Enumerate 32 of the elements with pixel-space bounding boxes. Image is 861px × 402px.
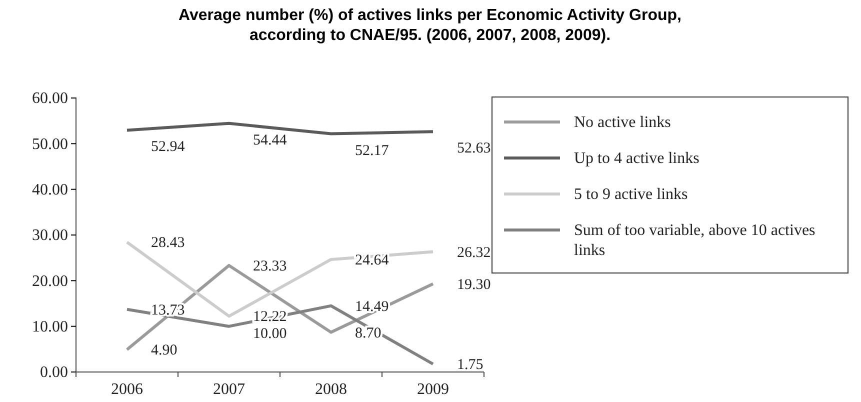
text: 52.94	[151, 139, 185, 156]
text: 26.32	[457, 244, 491, 261]
text: 4.90	[151, 342, 178, 359]
line-series	[126, 122, 434, 136]
text: 19.30	[457, 276, 491, 293]
text: 54.44	[253, 132, 287, 148]
y-tick-label: 50.00	[32, 136, 68, 153]
x-tick-label: 2008	[315, 381, 347, 398]
text: 24.64	[355, 252, 389, 268]
y-tick-label: 10.00	[32, 318, 68, 336]
text: 8.70	[355, 325, 382, 342]
chart-title: Average number (%) of actives links per Economic Activity Group, according to CNAE/95. (2006, 2007, 2008, 2009).	[178, 7, 682, 44]
text: 52.63	[457, 140, 491, 157]
text: 52.17	[355, 142, 389, 159]
y-tick-label: 30.00	[32, 227, 68, 244]
y-tick-label: 20.00	[32, 272, 68, 290]
y-tick-label: 60.00	[32, 90, 68, 108]
text: 13.73	[151, 302, 185, 318]
legend-label: 5 to 9 active links	[574, 186, 688, 203]
y-tick-label: 0.00	[40, 364, 68, 382]
legend-label: Sum of too variable, above 10 actives links	[574, 222, 816, 259]
text: 1.75	[457, 357, 484, 374]
text: 14.49	[355, 298, 389, 315]
legend-label: Up to 4 active links	[574, 150, 700, 167]
x-tick-label: 2006	[111, 381, 143, 398]
x-tick-label: 2007	[213, 381, 245, 398]
x-tick-label: 2009	[417, 381, 449, 398]
text: 10.00	[253, 326, 287, 342]
text: 23.33	[253, 258, 287, 274]
legend-label: No active links	[574, 114, 671, 131]
y-tick-label: 40.00	[32, 181, 68, 198]
text: 28.43	[151, 235, 185, 252]
